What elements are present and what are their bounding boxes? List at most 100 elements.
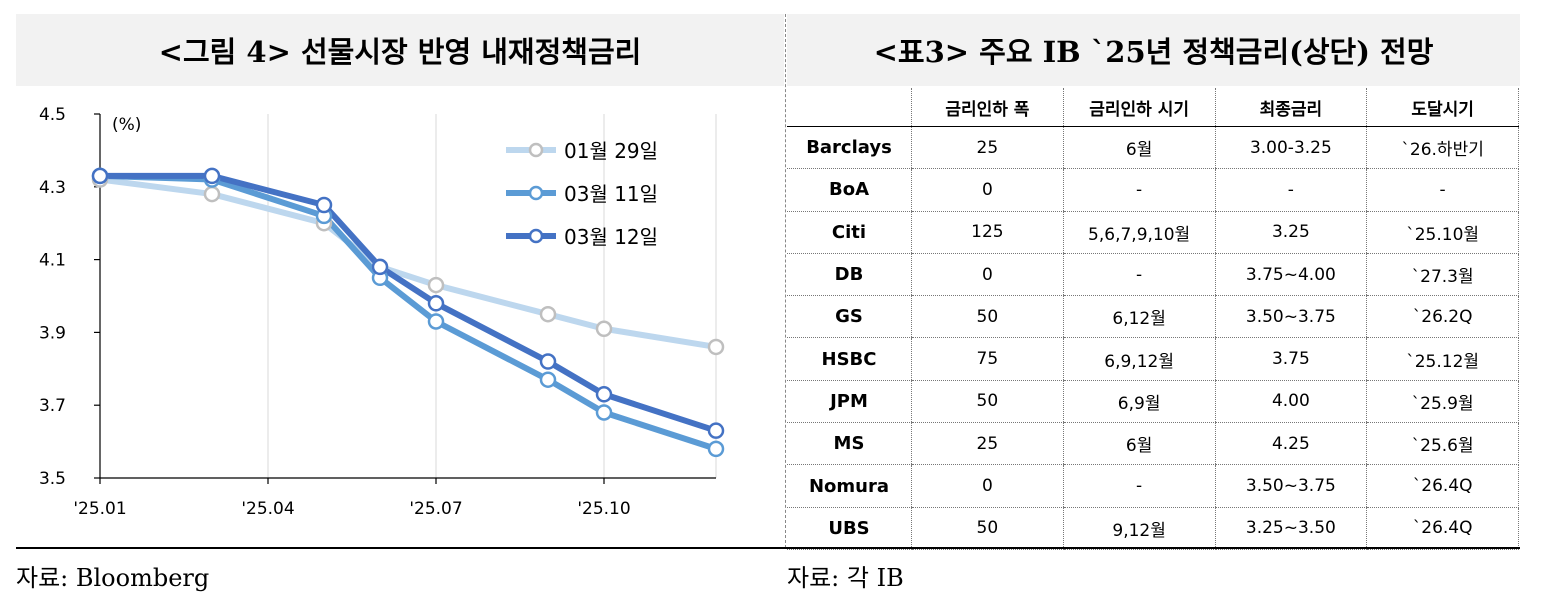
table-cell: `25.12월 [1366,337,1519,381]
table-cell: 50 [911,295,1064,339]
table-cell: - [1366,168,1519,212]
bank-name-cell: JPM [787,380,912,424]
table-cell: 125 [911,211,1064,254]
table-header-row: 금리인하 폭 금리인하 시기 최종금리 도달시기 [787,88,1519,127]
table-row: UBS 50 9,12월 3.25~3.50 `26.4Q [787,507,1519,551]
data-point [427,313,445,330]
data-point [539,305,557,323]
policy-rate-line-chart: 4.5 4.3 4.1 3.9 3.7 3.5 (%) '25.01 '25.04 '25.07 '… [39,105,725,519]
table-cell: 0 [911,253,1064,297]
data-point [315,196,333,214]
data-point [539,371,557,388]
column-header: 도달시기 [1366,88,1519,127]
table-row: DB 0-3.75~4.00 `27.3월 [787,253,1519,297]
table-cell: 6,9월 [1062,380,1215,424]
table-cell: 25 [911,126,1064,170]
table-row: Nomura 0-3.50~3.75 `26.4Q [787,464,1519,508]
y-tick-label: 3.7 [39,396,66,416]
table-cell: 6월 [1062,422,1215,466]
table-cell: `26.2Q [1366,295,1519,339]
table-row: JPM 50 6,9월 4.00 `25.9월 [787,380,1519,424]
bank-name-cell: UBS [787,507,912,551]
bank-name-cell: DB [787,253,912,297]
table-cell: 0 [911,464,1064,508]
data-point [595,386,613,403]
legend-swatch-marker [528,185,544,201]
series-line-3 [100,172,717,434]
table-cell: `27.3월 [1366,253,1519,297]
table-cell: 5,6,7,9,10월 [1062,211,1215,254]
legend-label: 01월 29일 [564,139,658,163]
column-header: 금리인하 시기 [1062,88,1215,127]
table-cell: 3.00-3.25 [1214,126,1367,170]
table-row: MS 25 6월 4.25 `25.6월 [787,422,1519,466]
column-header: 금리인하 폭 [911,88,1064,127]
table-cell: `25.9월 [1366,380,1519,424]
bank-name-cell: GS [787,295,912,339]
x-tick-label: '25.10 [577,499,630,519]
ib-forecast-table: 금리인하 폭 금리인하 시기 최종금리 도달시기 Barclays 25 6월 3.00-3… [787,88,1519,551]
y-unit-label: (%) [112,115,141,135]
table-cell: 50 [911,380,1064,424]
bank-name-cell: HSBC [787,337,912,381]
data-point [707,338,725,356]
legend-swatch-marker [528,142,544,158]
chart-title: <그림 4> 선물시장 반영 내재정책금리 [16,14,784,86]
bank-name-cell: MS [787,422,912,466]
table-row: GS 50 6,12월 3.50~3.75 `26.2Q [787,295,1519,339]
data-point [595,404,613,421]
panel-divider [785,14,786,548]
table-cell: 3.25 [1214,211,1367,254]
bank-name-cell: BoA [787,168,912,212]
table-cell: `26.4Q [1366,464,1519,508]
table-cell: 3.75~4.00 [1214,253,1367,297]
table-cell: 3.75 [1214,337,1367,381]
data-point [707,422,725,439]
table-cell: `25.6월 [1366,422,1519,466]
table-cell: 4.00 [1214,380,1367,424]
table-cell: - [1062,168,1215,212]
table-cell: 25 [911,422,1064,466]
legend-label: 03월 11일 [564,182,658,206]
y-tick-label: 4.1 [39,251,66,271]
x-tick-label: '25.04 [241,499,294,519]
column-header [787,88,912,127]
legend-label: 03월 12일 [564,225,658,249]
bottom-rule [16,547,1520,549]
data-point [371,258,389,276]
table-cell: 6,12월 [1062,295,1215,339]
series-line-1 [99,176,717,350]
data-point [203,167,221,185]
data-point [539,353,557,370]
table-cell: 3.50~3.75 [1214,464,1367,508]
y-tick-label: 4.5 [39,105,66,125]
table-row: BoA 0- - - [787,168,1519,212]
data-point [707,440,725,458]
data-point [595,320,613,338]
table-row: Barclays 25 6월 3.00-3.25 `26.하반기 [787,126,1519,170]
y-tick-label: 3.5 [39,469,66,489]
table-cell: 6월 [1062,126,1215,170]
table-cell: 6,9,12월 [1062,337,1215,381]
table-title: <표3> 주요 IB `25년 정책금리(상단) 전망 [787,14,1520,86]
data-point [91,167,109,185]
table-cell: `26.하반기 [1366,126,1519,170]
table-row: HSBC 75 6,9,12월 3.75 `25.12월 [787,337,1519,381]
data-point [203,185,221,203]
table-cell: 9,12월 [1062,507,1215,551]
table-cell: `26.4Q [1366,507,1519,551]
series-line-2 [99,172,717,452]
bank-name-cell: Barclays [787,126,912,170]
data-point [427,276,445,294]
table-row: Citi 125 5,6,7,9,10월 3.25 `25.10월 [787,211,1519,254]
y-tick-label: 4.3 [39,178,66,198]
y-tick-label: 3.9 [39,323,66,343]
data-point [427,295,445,312]
table-cell: - [1214,168,1367,212]
legend-swatch-marker [528,228,544,244]
table-cell: 75 [911,337,1064,381]
bank-name-cell: Citi [787,211,912,254]
table-cell: 0 [911,168,1064,212]
table-cell: 4.25 [1214,422,1367,466]
bank-name-cell: Nomura [787,464,912,508]
